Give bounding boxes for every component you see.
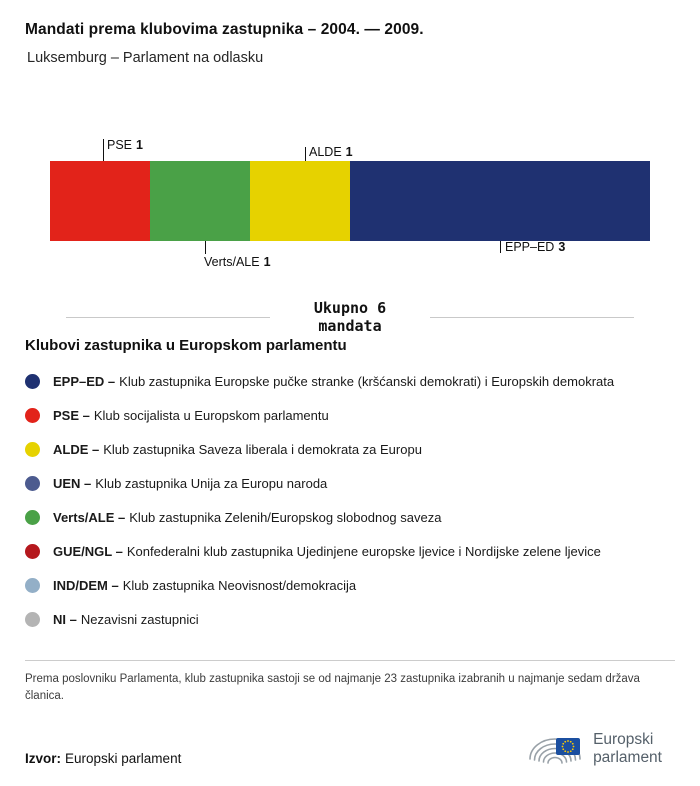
segment-name: ALDE: [309, 145, 342, 159]
bar-segment-verts-ale: [150, 161, 250, 241]
callout-label-alde: ALDE 1: [309, 145, 353, 159]
legend-color-dot: [25, 543, 40, 559]
group-description: Klub socijalista u Europskom parlamentu: [93, 407, 329, 423]
legend-color-dot: [25, 577, 40, 593]
group-abbr: EPP–ED –: [53, 373, 116, 389]
divider-line-left: [66, 316, 270, 318]
group-description: Klub zastupnika Unija za Europu naroda: [95, 475, 328, 491]
group-description: Klub zastupnika Europske pučke stranke (…: [119, 373, 615, 389]
total-line-1: Ukupno 6: [313, 299, 387, 317]
group-abbr: ALDE –: [53, 441, 100, 457]
footnote: Prema poslovniku Parlamenta, klub zastup…: [25, 673, 640, 703]
total-line-2: mandata: [318, 317, 382, 335]
legend-color-dot: [25, 475, 40, 491]
legend-color-dot: [25, 441, 40, 457]
group-abbr: Verts/ALE –: [53, 509, 126, 525]
group-abbr: PSE –: [53, 407, 90, 423]
segment-value: 3: [558, 240, 566, 254]
legend-color-dot: [25, 611, 40, 627]
total-mandates-label: Ukupno 6 mandata: [270, 299, 430, 335]
logo-line-1: Europski: [593, 731, 654, 748]
legend-item-alde: ALDE – Klub zastupnika Saveza liberala i …: [25, 432, 685, 466]
legend-color-dot: [25, 509, 40, 525]
legend-color-dot: [25, 407, 40, 423]
legend-item-ni: NI – Nezavisni zastupnici: [25, 602, 685, 636]
europarl-logo-text: Europski parlament: [593, 731, 662, 767]
segment-value: 1: [345, 145, 353, 159]
page-title: Mandati prema klubovima zastupnika – 200…: [25, 21, 424, 38]
callout-line-pse: [103, 139, 104, 161]
callout-label-verts-ale: Verts/ALE 1: [204, 255, 271, 269]
legend-item-ind-dem: IND/DEM – Klub zastupnika Neovisnost/demo…: [25, 568, 685, 602]
bar-segment-alde: [250, 161, 350, 241]
bar-segment-pse: [50, 161, 150, 241]
source-value: Europski parlament: [65, 751, 182, 766]
logo-line-2: parlament: [593, 749, 662, 766]
footer-divider: [25, 660, 675, 661]
legend-heading: Klubovi zastupnika u Europskom parlament…: [25, 337, 347, 354]
stacked-bar: [50, 161, 650, 241]
source-line: Izvor: Europski parlament: [25, 751, 181, 766]
page-subtitle: Luksemburg – Parlament na odlasku: [27, 50, 264, 66]
legend-color-dot: [25, 373, 40, 389]
legend-item-uen: UEN – Klub zastupnika Unija za Europu nar…: [25, 466, 685, 500]
source-label: Izvor:: [25, 751, 62, 766]
group-description: Klub zastupnika Zelenih/Europskog slobod…: [129, 509, 442, 525]
callout-label-epp-ed: EPP–ED 3: [505, 240, 565, 254]
callout-line-alde: [305, 147, 306, 161]
segment-name: Verts/ALE: [204, 255, 260, 269]
legend-item-gue-ngl: GUE/NGL – Konfederalni klub zastupnika Uj…: [25, 534, 685, 568]
group-description: Konfederalni klub zastupnika Ujedinjene …: [126, 543, 601, 559]
group-description: Nezavisni zastupnici: [80, 611, 199, 627]
callout-line-epp-ed: [500, 241, 501, 253]
total-mandates: Ukupno 6 mandata: [66, 299, 634, 335]
callout-line-verts-ale: [205, 241, 206, 254]
bar-segment-epp-ed: [350, 161, 650, 241]
legend-item-epp-ed: EPP–ED – Klub zastupnika Europske pučke s…: [25, 364, 685, 398]
europarl-logo: Europski parlament: [526, 726, 662, 772]
group-description: Klub zastupnika Neovisnost/demokracija: [122, 577, 357, 593]
segment-value: 1: [263, 255, 271, 269]
group-abbr: IND/DEM –: [53, 577, 119, 593]
group-abbr: UEN –: [53, 475, 92, 491]
segment-value: 1: [136, 138, 143, 152]
callout-label-pse: PSE 1: [107, 138, 143, 152]
legend-item-pse: PSE – Klub socijalista u Europskom parlam…: [25, 398, 685, 432]
divider-line-right: [430, 316, 634, 318]
group-abbr: GUE/NGL –: [53, 543, 123, 559]
group-abbr: NI –: [53, 611, 77, 627]
legend: EPP–ED – Klub zastupnika Europske pučke s…: [25, 364, 685, 636]
group-description: Klub zastupnika Saveza liberala i demokr…: [103, 441, 422, 457]
hemicycle-eu-flag-icon: [529, 738, 581, 764]
segment-name: EPP–ED: [505, 240, 555, 254]
legend-item-verts-ale: Verts/ALE – Klub zastupnika Zelenih/Europ…: [25, 500, 685, 534]
segment-name: PSE: [107, 138, 133, 152]
